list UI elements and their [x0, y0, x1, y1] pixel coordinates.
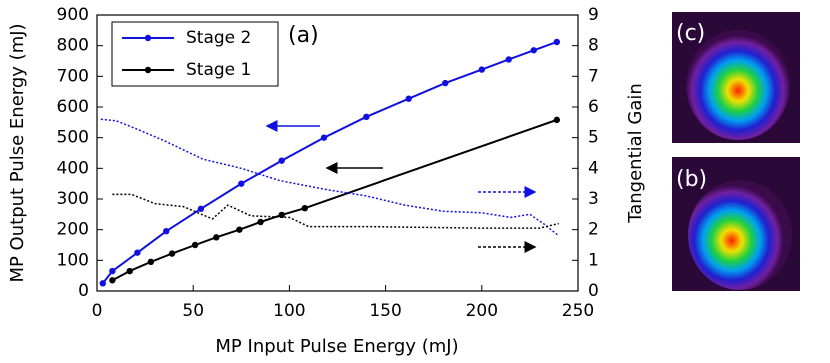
beam-profile [688, 180, 792, 290]
data-point [192, 242, 198, 248]
data-point [169, 250, 175, 256]
y2-tick-label: 4 [588, 158, 599, 178]
data-point [213, 234, 219, 240]
y2-tick-label: 9 [588, 5, 599, 25]
data-point [279, 157, 285, 163]
data-point [134, 249, 140, 255]
x-tick-label: 150 [369, 301, 401, 321]
data-point [442, 80, 448, 86]
y-tick-label: 100 [57, 250, 89, 270]
y-tick-label: 200 [57, 220, 89, 240]
data-point [148, 259, 154, 265]
data-point [238, 180, 244, 186]
figure: MP Input Pulse Energy (mJ) MP Output Pul… [0, 0, 830, 363]
y-axis-label: MP Output Pulse Energy (mJ) [7, 23, 28, 282]
page: {"chart_data": {"type": "line", "x_label… [0, 0, 830, 363]
legend-label: Stage 1 [186, 60, 251, 80]
data-point [554, 117, 560, 123]
y-tick-label: 0 [78, 281, 89, 301]
y2-tick-label: 6 [588, 97, 599, 117]
data-point [236, 226, 242, 232]
y2-tick-label: 2 [588, 220, 599, 240]
data-point [554, 39, 560, 45]
image-label: (c) [676, 21, 705, 46]
y-tick-label: 300 [57, 189, 89, 209]
y2-tick-label: 5 [588, 128, 599, 148]
data-point [321, 134, 327, 140]
y-tick-label: 800 [57, 36, 89, 56]
legend-label: Stage 2 [186, 28, 251, 48]
x-tick-label: 250 [562, 301, 594, 321]
data-point [100, 280, 106, 286]
data-point [109, 277, 115, 283]
data-point [531, 47, 537, 53]
annotation: (a) [288, 23, 319, 48]
y2-tick-label: 8 [588, 36, 599, 56]
x-tick-label: 0 [92, 301, 103, 321]
data-point [198, 206, 204, 212]
x-tick-label: 100 [273, 301, 305, 321]
data-point [405, 96, 411, 102]
data-point [363, 114, 369, 120]
data-point [109, 268, 115, 274]
y2-axis-label: Tangential Gain [625, 83, 646, 224]
legend-marker [145, 67, 151, 73]
series-line [101, 119, 559, 236]
data-point [257, 219, 263, 225]
data-point [479, 66, 485, 72]
y-tick-label: 700 [57, 66, 89, 86]
legend-marker [145, 35, 151, 41]
series-line [112, 120, 556, 280]
y-tick-label: 500 [57, 128, 89, 148]
data-point [506, 56, 512, 62]
data-point [163, 228, 169, 234]
y-tick-label: 600 [57, 97, 89, 117]
y2-tick-label: 7 [588, 66, 599, 86]
x-tick-label: 50 [182, 301, 204, 321]
y-tick-label: 900 [57, 5, 89, 25]
data-point [302, 205, 308, 211]
beam-profile [686, 30, 790, 140]
image-label: (b) [676, 167, 707, 192]
y-tick-label: 400 [57, 158, 89, 178]
y2-tick-label: 0 [588, 281, 599, 301]
x-axis-label: MP Input Pulse Energy (mJ) [215, 336, 458, 357]
data-point [127, 268, 133, 274]
x-tick-label: 200 [466, 301, 498, 321]
y2-tick-label: 1 [588, 250, 599, 270]
y2-tick-label: 3 [588, 189, 599, 209]
